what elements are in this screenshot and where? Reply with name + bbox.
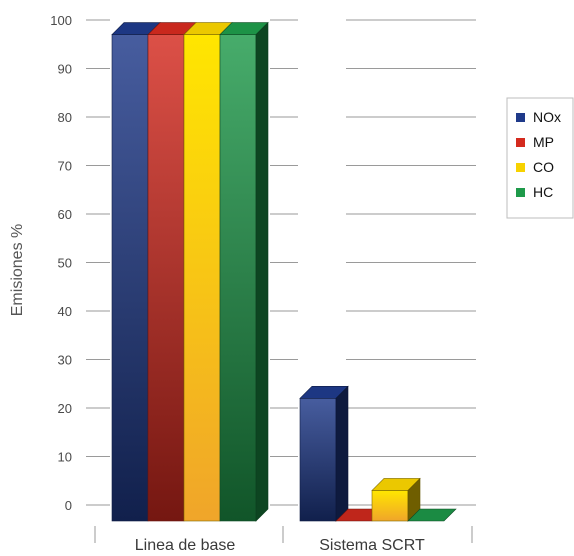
y-tick-label: 0 [65, 498, 72, 513]
y-tick-label: 60 [58, 207, 72, 222]
legend-swatch-co [516, 163, 525, 172]
legend-label-nox: NOx [533, 109, 561, 125]
y-axis-label: Emisiones % [9, 224, 26, 316]
y-tick-label: 30 [58, 353, 72, 368]
legend-label-hc: HC [533, 184, 553, 200]
y-tick-label: 50 [58, 256, 72, 271]
category-labels: Linea de base Sistema SCRT [135, 537, 425, 554]
legend-label-mp: MP [533, 134, 554, 150]
legend-swatch-nox [516, 113, 525, 122]
legend-swatch-mp [516, 138, 525, 147]
y-tick-label: 70 [58, 159, 72, 174]
bar-co-sistema-scrt [371, 477, 421, 522]
bar-nox-linea-de-base [111, 22, 161, 522]
category-label: Linea de base [135, 537, 236, 554]
bar-hc-sistema-scrt [407, 508, 457, 522]
legend-label-co: CO [533, 159, 554, 175]
bar-hc-linea-de-base [219, 21, 269, 522]
bar-mp-linea-de-base [147, 22, 197, 522]
y-tick-label: 20 [58, 401, 72, 416]
y-tick-label: 10 [58, 450, 72, 465]
bar-co-linea-de-base [183, 22, 233, 522]
y-tick-label: 80 [58, 110, 72, 125]
y-tick-labels: 0 10 20 30 40 50 60 70 80 90 100 [50, 13, 72, 513]
bars [111, 21, 457, 522]
category-label: Sistema SCRT [319, 537, 425, 554]
legend: NOx MP CO HC [506, 97, 574, 219]
y-tick-label: 100 [50, 13, 72, 28]
y-tick-label: 90 [58, 62, 72, 77]
grid-lines [86, 19, 476, 543]
legend-swatch-hc [516, 188, 525, 197]
bar-nox-sistema-scrt [299, 385, 349, 522]
y-tick-label: 40 [58, 304, 72, 319]
